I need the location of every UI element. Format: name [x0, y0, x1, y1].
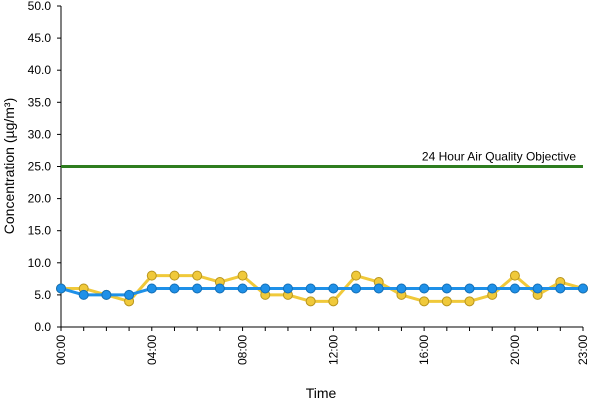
series-group: [56, 270, 588, 307]
data-point: [169, 283, 180, 294]
data-point: [509, 270, 520, 281]
data-point: [487, 283, 498, 294]
y-tick-label: 20.0: [28, 192, 52, 206]
y-tick-label: 35.0: [28, 95, 52, 109]
reference-line-label: 24 Hour Air Quality Objective: [422, 150, 576, 164]
data-point: [419, 283, 430, 294]
y-tick-label: 40.0: [28, 63, 52, 77]
x-axis-ticks: 00:00 04:00 08:00 12:00 16:00 20:00 23:00: [54, 327, 590, 365]
data-point: [192, 270, 203, 281]
data-point: [214, 283, 225, 294]
data-point: [305, 283, 316, 294]
data-point: [464, 283, 475, 294]
y-axis-title: Concentration (µg/m³): [1, 98, 17, 234]
data-point: [260, 283, 271, 294]
data-point: [192, 283, 203, 294]
series-2: [56, 283, 588, 300]
data-point: [146, 270, 157, 281]
data-point: [555, 283, 566, 294]
y-tick-label: 45.0: [28, 31, 52, 45]
data-point: [441, 296, 452, 307]
data-point: [101, 289, 112, 300]
x-tick-label: 00:00: [54, 335, 68, 365]
data-point: [351, 270, 362, 281]
data-point: [169, 270, 180, 281]
data-point: [509, 283, 520, 294]
data-point: [146, 283, 157, 294]
data-point: [373, 283, 384, 294]
y-axis-ticks: 0.0 5.0 10.0 15.0 20.0 25.0 30.0 35.0 40.0 45.0 50…: [28, 0, 61, 334]
y-tick-label: 30.0: [28, 127, 52, 141]
data-point: [464, 296, 475, 307]
data-point: [396, 283, 407, 294]
data-point: [328, 296, 339, 307]
x-tick-label: 04:00: [145, 335, 159, 365]
x-tick-label: 08:00: [236, 335, 250, 365]
y-tick-label: 0.0: [34, 320, 51, 334]
data-point: [578, 283, 588, 294]
reference-line-group: 24 Hour Air Quality Objective: [61, 150, 583, 168]
data-point: [237, 270, 248, 281]
data-point: [237, 283, 248, 294]
data-point: [305, 296, 316, 307]
data-point: [78, 289, 89, 300]
y-tick-label: 5.0: [34, 288, 51, 302]
data-point: [351, 283, 362, 294]
data-point: [56, 283, 66, 294]
x-tick-label: 12:00: [326, 335, 340, 365]
data-point: [419, 296, 430, 307]
data-point: [441, 283, 452, 294]
data-point: [124, 289, 135, 300]
y-tick-label: 50.0: [28, 0, 52, 13]
data-point: [532, 283, 543, 294]
data-point: [328, 283, 339, 294]
x-tick-label: 16:00: [417, 335, 431, 365]
y-tick-label: 25.0: [28, 160, 52, 174]
y-tick-label: 10.0: [28, 256, 52, 270]
x-tick-label: 23:00: [576, 335, 590, 365]
x-axis-title: Time: [306, 385, 337, 400]
y-tick-label: 15.0: [28, 224, 52, 238]
x-tick-label: 20:00: [508, 335, 522, 365]
data-point: [282, 283, 293, 294]
